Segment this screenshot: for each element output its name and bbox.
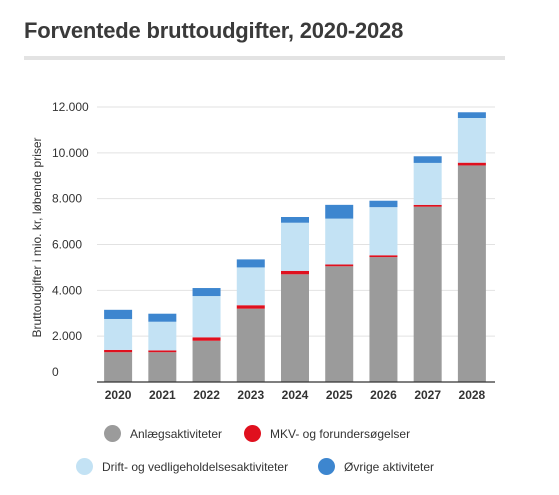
bar-segment bbox=[104, 309, 133, 319]
bar-segment bbox=[281, 217, 309, 223]
x-tick-label: 2028 bbox=[459, 388, 486, 402]
legend-label: Drift- og vedligeholdelsesaktiviteter bbox=[102, 459, 289, 474]
bar-segment bbox=[413, 162, 442, 205]
bar-segment bbox=[104, 349, 133, 353]
x-tick-label: 2025 bbox=[326, 388, 353, 402]
bar-segment bbox=[236, 305, 265, 309]
bar-segment bbox=[413, 156, 442, 163]
legend-swatch bbox=[244, 425, 261, 442]
bar-segment bbox=[413, 204, 442, 207]
bar-segment bbox=[148, 352, 177, 382]
y-tick-label: 10.000 bbox=[52, 146, 89, 160]
y-tick-label: 2.000 bbox=[52, 329, 82, 343]
bar-segment bbox=[369, 200, 398, 208]
bar-segment bbox=[325, 264, 354, 267]
bar-segment bbox=[457, 118, 486, 163]
bar-segment bbox=[104, 318, 133, 350]
y-tick-label: 8.000 bbox=[52, 192, 82, 206]
legend-swatch bbox=[318, 458, 335, 475]
bar-segment bbox=[192, 340, 221, 382]
legend-label: Anlægsaktiviteter bbox=[130, 426, 223, 441]
bar-segment bbox=[148, 350, 177, 353]
y-tick-label: 0 bbox=[52, 365, 59, 379]
bar-segment bbox=[369, 255, 398, 258]
bar-segment bbox=[281, 222, 309, 271]
legend-item: MKV- og forundersøgelser bbox=[244, 425, 410, 442]
x-tick-label: 2021 bbox=[149, 388, 176, 402]
x-tick-label: 2026 bbox=[370, 388, 397, 402]
bar-segment bbox=[192, 288, 221, 297]
bar-segment bbox=[148, 313, 177, 322]
bar-segment bbox=[281, 270, 309, 275]
y-tick-label: 12.000 bbox=[52, 100, 89, 114]
title-divider bbox=[24, 56, 505, 60]
legend-swatch bbox=[104, 425, 121, 442]
x-tick-label: 2024 bbox=[282, 388, 309, 402]
y-tick-label: 4.000 bbox=[52, 283, 82, 297]
bar-segment bbox=[281, 274, 309, 382]
legend-item: Drift- og vedligeholdelsesaktiviteter bbox=[76, 458, 288, 475]
bar-segment bbox=[236, 267, 265, 306]
chart-title: Forventede bruttoudgifter, 2020-2028 bbox=[24, 18, 404, 43]
bar-segment bbox=[325, 266, 354, 382]
bar-segment bbox=[325, 204, 354, 219]
x-tick-label: 2027 bbox=[414, 388, 441, 402]
legend-label: MKV- og forundersøgelser bbox=[270, 426, 411, 441]
stacked-bar-chart: 0 2.000 4.000 6.000 8.000 10.000 12.000 Bruttou… bbox=[30, 100, 495, 402]
legend-item: Øvrige aktiviteter bbox=[318, 458, 434, 475]
y-tick-label: 6.000 bbox=[52, 238, 82, 252]
y-axis-label: Bruttoudgifter i mio. kr, løbende priser bbox=[30, 137, 44, 337]
bar-segment bbox=[369, 207, 398, 256]
x-tick-label: 2023 bbox=[237, 388, 264, 402]
legend-swatch bbox=[76, 458, 93, 475]
bar-segment bbox=[369, 257, 398, 382]
bar-segment bbox=[325, 218, 354, 265]
bar-segment bbox=[148, 321, 177, 351]
bar-segment bbox=[457, 162, 486, 166]
bar-segment bbox=[236, 308, 265, 382]
bar-segment bbox=[457, 112, 486, 118]
bar-segment bbox=[457, 165, 486, 382]
legend-item: Anlægsaktiviteter bbox=[104, 425, 222, 442]
x-tick-label: 2020 bbox=[105, 388, 132, 402]
x-tick-label: 2022 bbox=[193, 388, 220, 402]
bar-segment bbox=[413, 206, 442, 382]
bar-segment bbox=[192, 337, 221, 341]
legend-label: Øvrige aktiviteter bbox=[344, 459, 435, 474]
bar-segment bbox=[236, 259, 265, 268]
bar-segment bbox=[104, 352, 133, 382]
bar-segment bbox=[192, 296, 221, 338]
